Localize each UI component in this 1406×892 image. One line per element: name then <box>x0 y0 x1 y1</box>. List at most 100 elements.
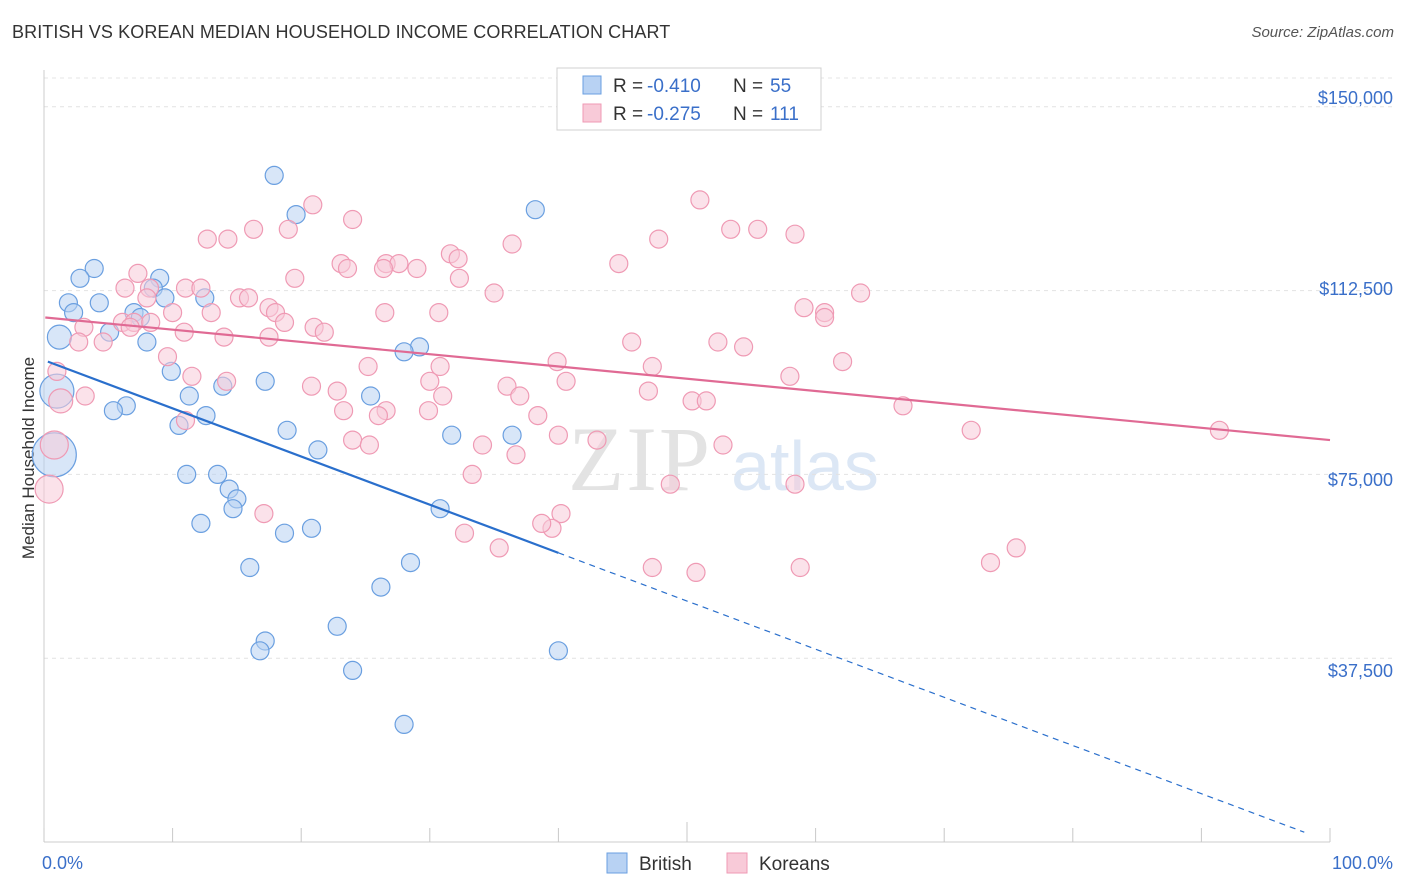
bottom-legend-label-british: British <box>639 854 692 875</box>
koreans-point-0 <box>690 190 710 210</box>
koreans-point-71 <box>780 366 800 386</box>
series-koreans-points <box>34 190 1230 583</box>
trend-lines <box>45 316 1331 833</box>
british-point-42 <box>301 518 322 538</box>
koreans-point-55 <box>259 327 279 347</box>
british-point-35 <box>208 464 228 484</box>
koreans-point-28 <box>137 288 157 308</box>
legend-r-label-koreans: R = <box>613 104 648 125</box>
koreans-point-50 <box>814 307 835 328</box>
koreans-point-23 <box>449 268 469 288</box>
koreans-point-22 <box>285 268 305 288</box>
legend-n-value-koreans: 111 <box>770 104 799 125</box>
british-point-3 <box>84 258 104 279</box>
x-tick-label-min: 0.0% <box>42 853 83 873</box>
british-point-24 <box>361 386 381 406</box>
koreans-point-106 <box>489 538 509 558</box>
legend-r-value-koreans: -0.275 <box>647 104 701 125</box>
koreans-point-21 <box>128 263 148 283</box>
koreans-point-65 <box>182 366 202 386</box>
watermark: ZIP atlas <box>568 408 879 510</box>
y-axis-title: Median Household Income <box>19 357 38 559</box>
bottom-legend-swatch-british <box>606 852 628 874</box>
british-point-46 <box>327 616 347 636</box>
x-tick-labels: 0.0% 100.0% <box>42 853 1393 873</box>
koreans-point-66 <box>217 371 237 391</box>
british-point-1 <box>286 205 306 225</box>
koreans-point-73 <box>48 388 74 414</box>
y-tick-label-37500: $37,500 <box>1328 661 1393 681</box>
koreans-point-30 <box>238 288 259 308</box>
koreans-point-99 <box>785 474 805 494</box>
y-tick-label-75000: $75,000 <box>1328 470 1393 490</box>
koreans-point-87 <box>343 430 363 450</box>
british-point-20 <box>255 371 275 391</box>
koreans-point-68 <box>420 371 440 391</box>
british-point-9 <box>63 303 84 323</box>
correlation-legend: R = -0.410 N = 55 R = -0.275 N = 111 <box>556 67 822 131</box>
koreans-point-9 <box>218 229 238 249</box>
koreans-point-7 <box>785 224 805 244</box>
koreans-point-105 <box>454 523 475 543</box>
koreans-point-3 <box>244 219 264 239</box>
british-point-16 <box>137 332 157 352</box>
koreans-point-85 <box>368 406 388 426</box>
koreans-point-6 <box>748 219 768 239</box>
legend-r-label-british: R = <box>613 76 648 97</box>
british-point-4 <box>70 268 90 288</box>
british-point-23 <box>179 386 199 406</box>
source-attribution: Source: ZipAtlas.com <box>1251 24 1394 41</box>
koreans-point-31 <box>484 283 504 303</box>
koreans-point-2 <box>343 209 363 230</box>
british-trend-extension <box>558 552 1305 833</box>
british-point-26 <box>103 401 124 421</box>
koreans-point-67 <box>301 376 322 396</box>
koreans-point-96 <box>506 445 526 465</box>
koreans-point-72 <box>75 386 95 406</box>
koreans-point-13 <box>448 249 468 269</box>
legend-r-value-british: -0.410 <box>647 76 701 97</box>
british-point-8 <box>89 293 109 313</box>
koreans-point-76 <box>638 381 659 401</box>
koreans-point-92 <box>961 420 981 440</box>
british-point-41 <box>274 523 295 543</box>
koreans-point-10 <box>649 229 669 249</box>
british-point-33 <box>308 440 328 460</box>
koreans-point-52 <box>93 332 113 352</box>
british-point-14 <box>46 324 73 350</box>
chart-title: BRITISH VS KOREAN MEDIAN HOUSEHOLD INCOM… <box>12 22 671 42</box>
british-point-28 <box>277 420 297 440</box>
koreans-point-86 <box>528 406 548 426</box>
koreans-point-80 <box>510 386 530 406</box>
koreans-point-109 <box>642 557 662 578</box>
koreans-point-42 <box>274 312 295 332</box>
koreans-point-17 <box>337 258 358 279</box>
koreans-point-111 <box>686 562 706 583</box>
koreans-point-56 <box>622 332 642 352</box>
koreans-point-91 <box>713 435 733 455</box>
y-tick-label-112500: $112,500 <box>1319 279 1393 299</box>
koreans-point-101 <box>254 503 274 524</box>
british-point-50 <box>343 660 363 681</box>
british-point-48 <box>250 641 270 661</box>
british-point-34 <box>177 464 197 484</box>
koreans-point-48 <box>429 303 449 323</box>
legend-n-label-british: N = <box>733 76 768 97</box>
british-point-51 <box>394 714 414 735</box>
koreans-point-54 <box>214 327 234 347</box>
y-tick-labels: $150,000 $112,500 $75,000 $37,500 <box>1318 88 1393 681</box>
koreans-point-104 <box>532 513 552 534</box>
british-point-49 <box>548 641 569 661</box>
legend-swatch-british <box>582 75 602 95</box>
koreans-point-27 <box>191 278 211 298</box>
koreans-point-102 <box>551 503 571 524</box>
british-point-43 <box>400 552 421 573</box>
koreans-point-19 <box>373 258 394 279</box>
watermark-atlas: atlas <box>731 427 879 505</box>
koreans-point-90 <box>587 430 607 450</box>
british-point-2 <box>525 200 545 220</box>
british-point-31 <box>502 425 522 445</box>
british-trend-line <box>47 360 559 554</box>
series-legend: British Koreans <box>606 852 830 875</box>
